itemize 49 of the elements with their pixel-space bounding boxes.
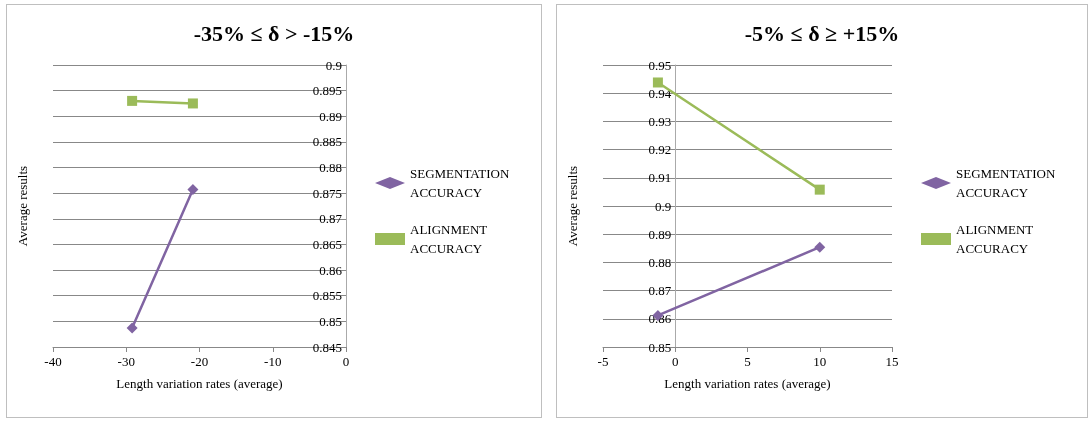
y-tick-label: 0.93: [648, 113, 672, 129]
y-tick-label: 0.88: [648, 254, 672, 270]
y-tick-label: 0.855: [312, 288, 342, 304]
y-axis-title: Average results: [15, 165, 30, 247]
x-tick-label: -40: [44, 354, 62, 369]
y-tick-label: 0.85: [319, 313, 342, 329]
x-tick-label: 5: [744, 354, 751, 369]
y-tick-label: 0.865: [312, 236, 342, 252]
y-tick-label: 0.85: [648, 339, 672, 355]
point: [814, 241, 826, 253]
x-axis-title: Length variation rates (average): [664, 376, 831, 391]
x-tick-label: -30: [117, 354, 135, 369]
y-tick-label: 0.86: [319, 262, 343, 278]
x-tick-label: 0: [342, 354, 350, 369]
legend-label: ALIGNMENT ACCURACY: [956, 222, 1037, 256]
y-tick-label: 0.9: [655, 198, 672, 214]
legend-label: ALIGNMENT ACCURACY: [410, 222, 491, 256]
x-axis-title: Length variation rates (average): [116, 376, 283, 391]
legend-label: SEGMENTATION ACCURACY: [410, 166, 513, 200]
y-tick-label: 0.89: [319, 108, 342, 124]
x-tick-label: 15: [885, 354, 899, 369]
point: [187, 98, 198, 109]
y-tick-label: 0.87: [648, 283, 672, 299]
y-tick-label: 0.87: [319, 211, 343, 227]
y-tick-label: 0.88: [319, 160, 342, 176]
chart-title: -35% ≤ δ > -15%: [193, 20, 355, 46]
legend-label: SEGMENTATION ACCURACY: [956, 166, 1059, 200]
x-tick-label: -5: [597, 354, 609, 369]
point: [126, 322, 138, 334]
x-tick-label: 10: [813, 354, 827, 369]
point: [814, 184, 825, 195]
x-tick-label: -10: [264, 354, 282, 369]
chart-title: -5% ≤ δ ≥ +15%: [744, 20, 900, 46]
y-tick-label: 0.89: [648, 226, 672, 242]
y-axis-title: Average results: [565, 165, 580, 247]
y-tick-label: 0.875: [312, 185, 342, 201]
y-tick-label: 0.92: [648, 142, 672, 158]
point: [187, 184, 199, 196]
x-tick-label: 0: [672, 354, 679, 369]
y-tick-label: 0.9: [325, 57, 342, 73]
y-tick-label: 0.91: [648, 170, 672, 186]
y-tick-label: 0.895: [312, 83, 342, 99]
y-tick-label: 0.94: [648, 85, 672, 101]
x-tick-label: -20: [190, 354, 209, 369]
y-tick-label: 0.95: [648, 57, 672, 73]
point: [127, 95, 138, 106]
y-tick-label: 0.885: [312, 134, 342, 150]
point: [652, 77, 663, 88]
y-tick-label: 0.845: [312, 339, 342, 355]
